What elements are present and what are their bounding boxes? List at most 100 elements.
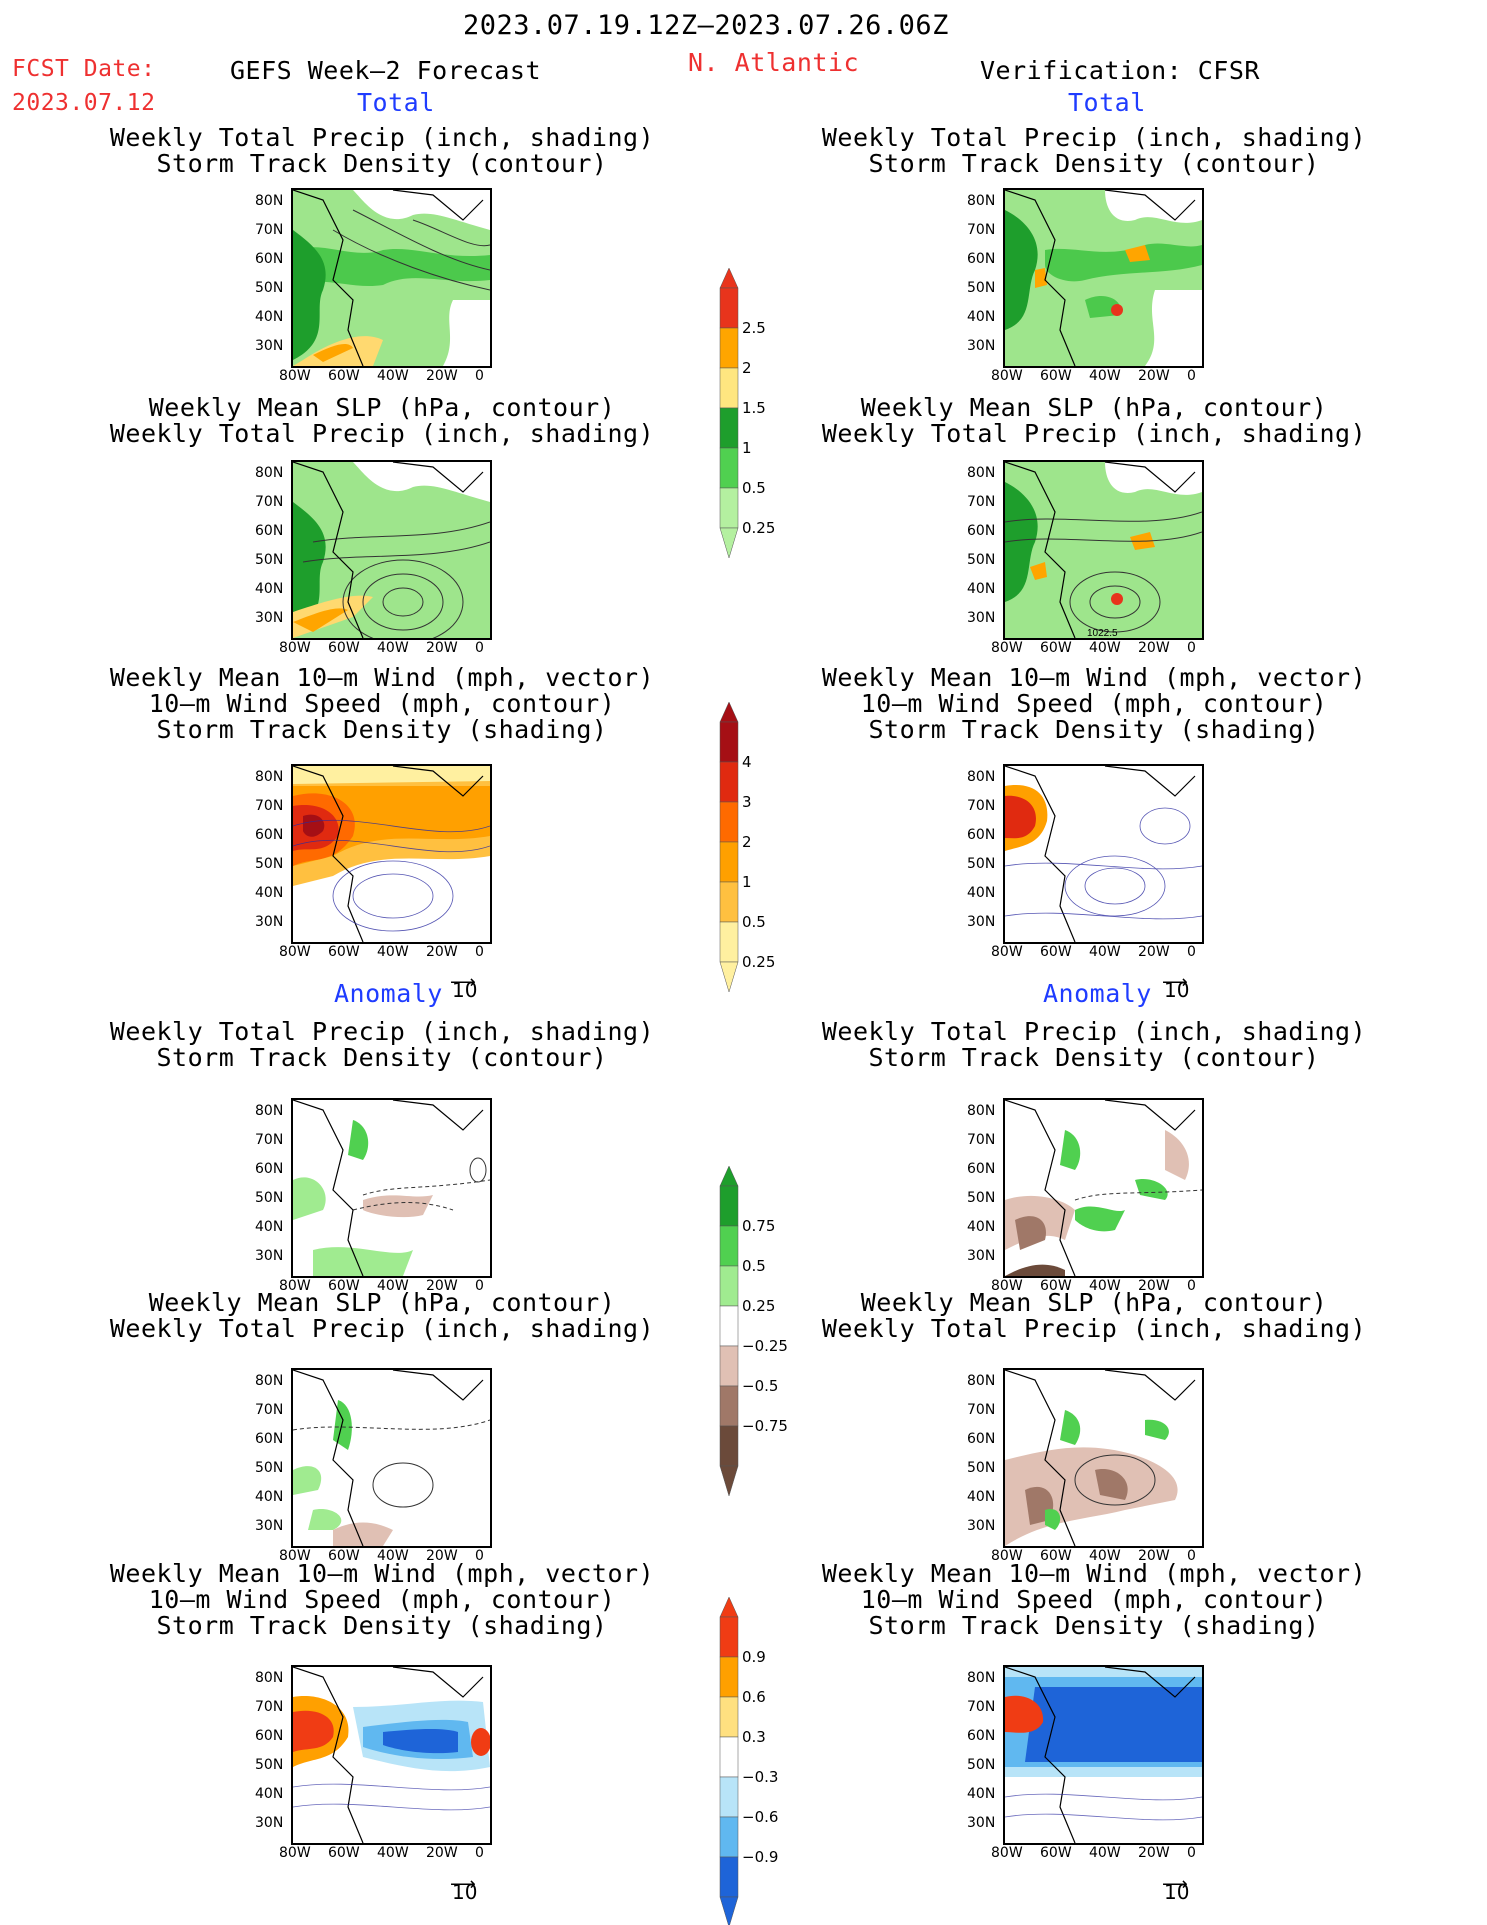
lon-tick-label: 40W — [1089, 1278, 1121, 1294]
lat-tick-label: 70N — [255, 494, 284, 510]
lat-tick-label: 50N — [967, 1757, 996, 1773]
lat-tick-label: 80N — [255, 193, 284, 209]
lon-tick-label: 0 — [475, 368, 484, 384]
colorbar-segment — [719, 1816, 739, 1858]
ver-total-wind-title-1: Weekly Mean 10—m Wind (mph, vector) — [821, 663, 1367, 692]
colorbar-segment — [719, 841, 739, 883]
lon-tick-label: 40W — [1089, 1548, 1121, 1564]
colorbar-precip-total: 2.5 2 1.5 1 0.5 0.25 — [719, 267, 810, 559]
colorbar-track-total: 4 3 2 1 0.5 0.25 — [719, 701, 810, 993]
colorbar-tick-label: −0.9 — [742, 1848, 779, 1866]
region-title: N. Atlantic — [688, 48, 860, 77]
colorbar-segment — [719, 1385, 739, 1427]
ver-total-slp-title-2: Weekly Total Precip (inch, shading) — [821, 419, 1367, 448]
ver-total-precip-title-1: Weekly Total Precip (inch, shading) — [821, 123, 1367, 152]
ver-anom-slp-title-1: Weekly Mean SLP (hPa, contour) — [860, 1288, 1328, 1317]
map-ver-total-wind — [1003, 764, 1204, 944]
fc-total-wind-title-1: Weekly Mean 10—m Wind (mph, vector) — [109, 663, 655, 692]
lat-tick-label: 40N — [255, 309, 284, 325]
lat-tick-label: 80N — [967, 1670, 996, 1686]
lat-tick-label: 40N — [255, 1489, 284, 1505]
ver-total-wind-title-2: 10—m Wind Speed (mph, contour) — [860, 689, 1328, 718]
fc-anom-precip-title-2: Storm Track Density (contour) — [156, 1043, 608, 1072]
colorbar-segment — [719, 487, 739, 529]
colorbar-tick-label: −0.75 — [742, 1417, 788, 1435]
lat-tick-label: 30N — [967, 1815, 996, 1831]
ver-anom-precip-title-1: Weekly Total Precip (inch, shading) — [821, 1017, 1367, 1046]
lon-tick-label: 40W — [1089, 640, 1121, 656]
lon-tick-label: 40W — [1089, 368, 1121, 384]
colorbar-segment — [719, 1776, 739, 1818]
colorbar-segment — [719, 1736, 739, 1778]
fc-total-slp-title-1: Weekly Mean SLP (hPa, contour) — [148, 393, 616, 422]
lon-tick-label: 80W — [279, 1548, 311, 1564]
lon-tick-label: 60W — [1040, 1845, 1072, 1861]
lon-tick-label: 80W — [991, 368, 1023, 384]
lat-tick-label: 70N — [255, 798, 284, 814]
verification-title: Verification: CFSR — [980, 56, 1260, 85]
map-fc-total-wind — [291, 764, 492, 944]
fc-total-precip-title-2: Storm Track Density (contour) — [156, 149, 608, 178]
arrow-right-icon: ⟶ — [450, 972, 476, 993]
lat-tick-label: 70N — [255, 1699, 284, 1715]
lon-tick-label: 0 — [475, 1278, 484, 1294]
colorbar-segment — [719, 1616, 739, 1658]
lon-tick-label: 60W — [328, 640, 360, 656]
fc-anom-wind-title-2: 10—m Wind Speed (mph, contour) — [148, 1585, 616, 1614]
lat-tick-label: 50N — [967, 1460, 996, 1476]
colorbar-segment — [719, 1425, 739, 1467]
colorbar-tick-label: 2 — [742, 359, 752, 377]
lat-tick-label: 50N — [255, 1757, 284, 1773]
colorbar-tick-label: 0.6 — [742, 1688, 766, 1706]
colorbar-tick-label: 0.5 — [742, 913, 766, 931]
lat-tick-label: 50N — [255, 552, 284, 568]
colorbar-segment — [719, 367, 739, 409]
lon-tick-label: 0 — [475, 1548, 484, 1564]
colorbar-top-triangle — [719, 267, 739, 289]
lon-tick-label: 80W — [279, 640, 311, 656]
colorbar-tick-label: −0.5 — [742, 1377, 779, 1395]
lat-tick-label: 40N — [967, 581, 996, 597]
lat-tick-label: 60N — [255, 1431, 284, 1447]
lon-tick-label: 20W — [426, 1548, 458, 1564]
lon-tick-label: 0 — [1187, 640, 1196, 656]
lon-tick-label: 40W — [377, 1278, 409, 1294]
lat-tick-label: 30N — [255, 338, 284, 354]
lat-tick-label: 50N — [967, 1190, 996, 1206]
ver-total-wind-title-3: Storm Track Density (shading) — [868, 715, 1320, 744]
ver-total-slp-title-1: Weekly Mean SLP (hPa, contour) — [860, 393, 1328, 422]
colorbar-tick-label: 3 — [742, 793, 752, 811]
colorbar-top-triangle — [719, 1596, 739, 1618]
lat-tick-label: 70N — [967, 798, 996, 814]
colorbar-segment — [719, 1305, 739, 1347]
lon-tick-label: 60W — [1040, 944, 1072, 960]
colorbar-segment — [719, 447, 739, 489]
vector-ref-ver-anom: ⟶ 10 — [1162, 1874, 1190, 1904]
lon-tick-label: 80W — [279, 1845, 311, 1861]
lat-tick-label: 40N — [967, 1219, 996, 1235]
section-anomaly-left: Anomaly — [334, 979, 443, 1008]
map-fc-total-precip — [291, 188, 492, 368]
colorbar-segment — [719, 287, 739, 329]
lon-tick-label: 40W — [377, 1548, 409, 1564]
lon-tick-label: 40W — [1089, 1845, 1121, 1861]
colorbar-tick-label: 0.3 — [742, 1728, 766, 1746]
lon-tick-label: 60W — [1040, 1278, 1072, 1294]
lon-tick-label: 60W — [328, 944, 360, 960]
lon-tick-label: 0 — [1187, 368, 1196, 384]
lat-tick-label: 40N — [967, 309, 996, 325]
lat-tick-label: 60N — [967, 251, 996, 267]
colorbar-top-triangle — [719, 701, 739, 723]
lat-tick-label: 60N — [255, 251, 284, 267]
lat-tick-label: 60N — [967, 1161, 996, 1177]
lat-tick-label: 80N — [967, 769, 996, 785]
lat-tick-label: 50N — [967, 856, 996, 872]
vector-ref-fc-anom: ⟶ 10 — [450, 1874, 478, 1904]
lon-tick-label: 80W — [279, 368, 311, 384]
colorbar-segment — [719, 1185, 739, 1227]
ver-anom-wind-title-3: Storm Track Density (shading) — [868, 1611, 1320, 1640]
lat-tick-label: 80N — [255, 465, 284, 481]
fcst-date-label: FCST Date: — [12, 56, 156, 82]
lon-tick-label: 20W — [1138, 368, 1170, 384]
lon-tick-label: 0 — [475, 640, 484, 656]
